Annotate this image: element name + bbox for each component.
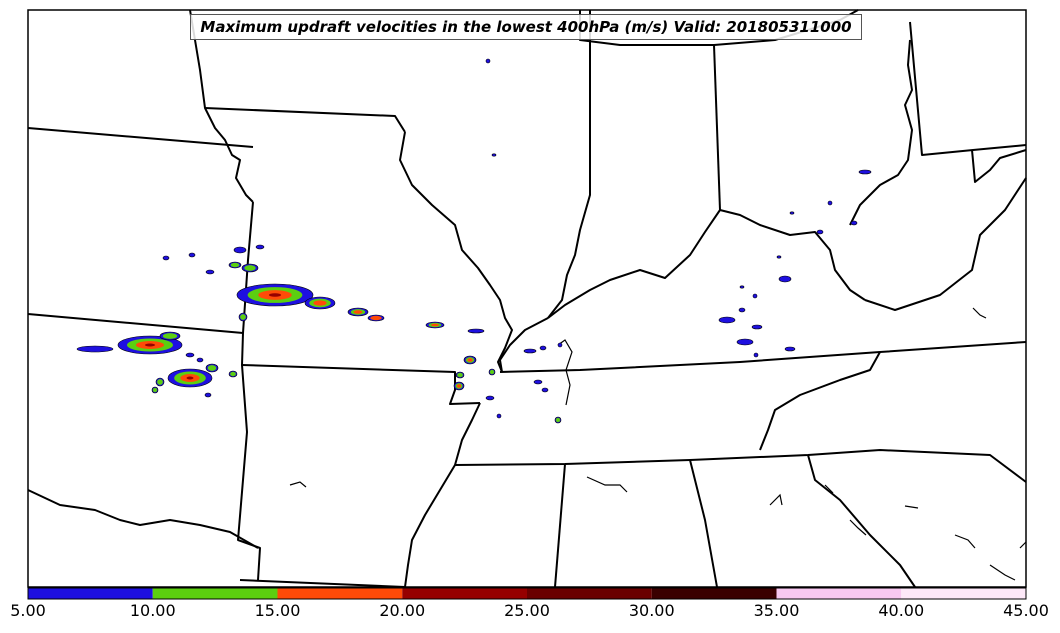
updraft-cell (496, 413, 502, 419)
updraft-cell (533, 379, 543, 385)
colorbar-bin (152, 588, 278, 599)
updraft-cell (162, 255, 170, 261)
colorbar-bin (901, 588, 1026, 599)
updraft-cell (489, 369, 495, 375)
updraft-cell (204, 392, 212, 398)
updraft-cell (152, 387, 158, 393)
updraft-cell (157, 379, 163, 385)
updraft-cell (467, 328, 485, 334)
colorbar-tick-label: 25.00 (504, 601, 550, 620)
updraft-cell (752, 293, 758, 299)
updraft-cell (76, 345, 114, 353)
updraft-cell (185, 352, 195, 358)
updraft-cell (456, 384, 462, 388)
colorbar-tick-label: 45.00 (1003, 601, 1049, 620)
updraft-cell (207, 365, 217, 371)
updraft-cell (370, 315, 382, 321)
updraft-cell (784, 346, 796, 352)
updraft-cell (539, 345, 547, 351)
updraft-cell (850, 220, 858, 226)
updraft-cell (230, 262, 240, 268)
updraft-cell (457, 372, 463, 378)
map-title: Maximum updraft velocities in the lowest… (190, 14, 862, 40)
colorbar-bin (28, 588, 153, 599)
updraft-cell (144, 343, 156, 347)
updraft-cell (255, 244, 265, 250)
updraft-cell (778, 275, 792, 283)
updraft-cell (196, 357, 204, 363)
updraft-cell (491, 153, 497, 157)
updraft-cell (827, 200, 833, 206)
updraft-cell (186, 376, 194, 380)
updraft-cell (244, 265, 256, 271)
updraft-cell (205, 269, 215, 275)
updraft-cell (736, 338, 754, 346)
updraft-cell (485, 58, 491, 64)
updraft-cell (313, 300, 327, 306)
colorbar-tick-label: 30.00 (628, 601, 675, 620)
updraft-cell (541, 387, 549, 393)
updraft-cell (240, 314, 246, 320)
updraft-cells (76, 58, 872, 424)
colorbar-bin (651, 588, 777, 599)
updraft-cell (431, 323, 439, 327)
colorbar-bin (402, 588, 527, 599)
colorbar-frame (27, 587, 1027, 600)
colorbar-tick-label: 40.00 (878, 601, 925, 620)
updraft-cell (353, 310, 363, 314)
updraft-cell (188, 252, 196, 258)
colorbar-tick-label: 10.00 (129, 601, 176, 620)
updraft-cell (816, 229, 824, 235)
updraft-cell (738, 307, 746, 313)
updraft-cell (858, 169, 872, 175)
colorbar-tick-label: 5.00 (10, 601, 46, 620)
updraft-cell (776, 255, 782, 259)
updraft-cell (789, 211, 795, 215)
updraft-cell (557, 342, 563, 348)
updraft-cell (230, 371, 236, 377)
colorbar-bin (776, 588, 902, 599)
updraft-cell (162, 333, 178, 339)
updraft-cell (233, 246, 247, 254)
colorbar-tick-label: 15.00 (254, 601, 301, 620)
colorbar (28, 588, 1026, 599)
updraft-cell (523, 348, 537, 354)
updraft-cell (467, 358, 473, 362)
updraft-cell (751, 324, 763, 330)
updraft-cell (753, 352, 759, 358)
colorbar-bin (277, 588, 403, 599)
colorbar-bin (527, 588, 652, 599)
updraft-cell (739, 285, 745, 289)
map-frame (27, 9, 1027, 588)
lake-details (289, 307, 1027, 581)
colorbar-tick-label: 35.00 (753, 601, 800, 620)
updraft-cell (718, 316, 736, 324)
colorbar-tick-label: 20.00 (379, 601, 426, 620)
updraft-cell (485, 395, 495, 401)
updraft-cell (555, 417, 561, 423)
updraft-cell (268, 293, 282, 297)
